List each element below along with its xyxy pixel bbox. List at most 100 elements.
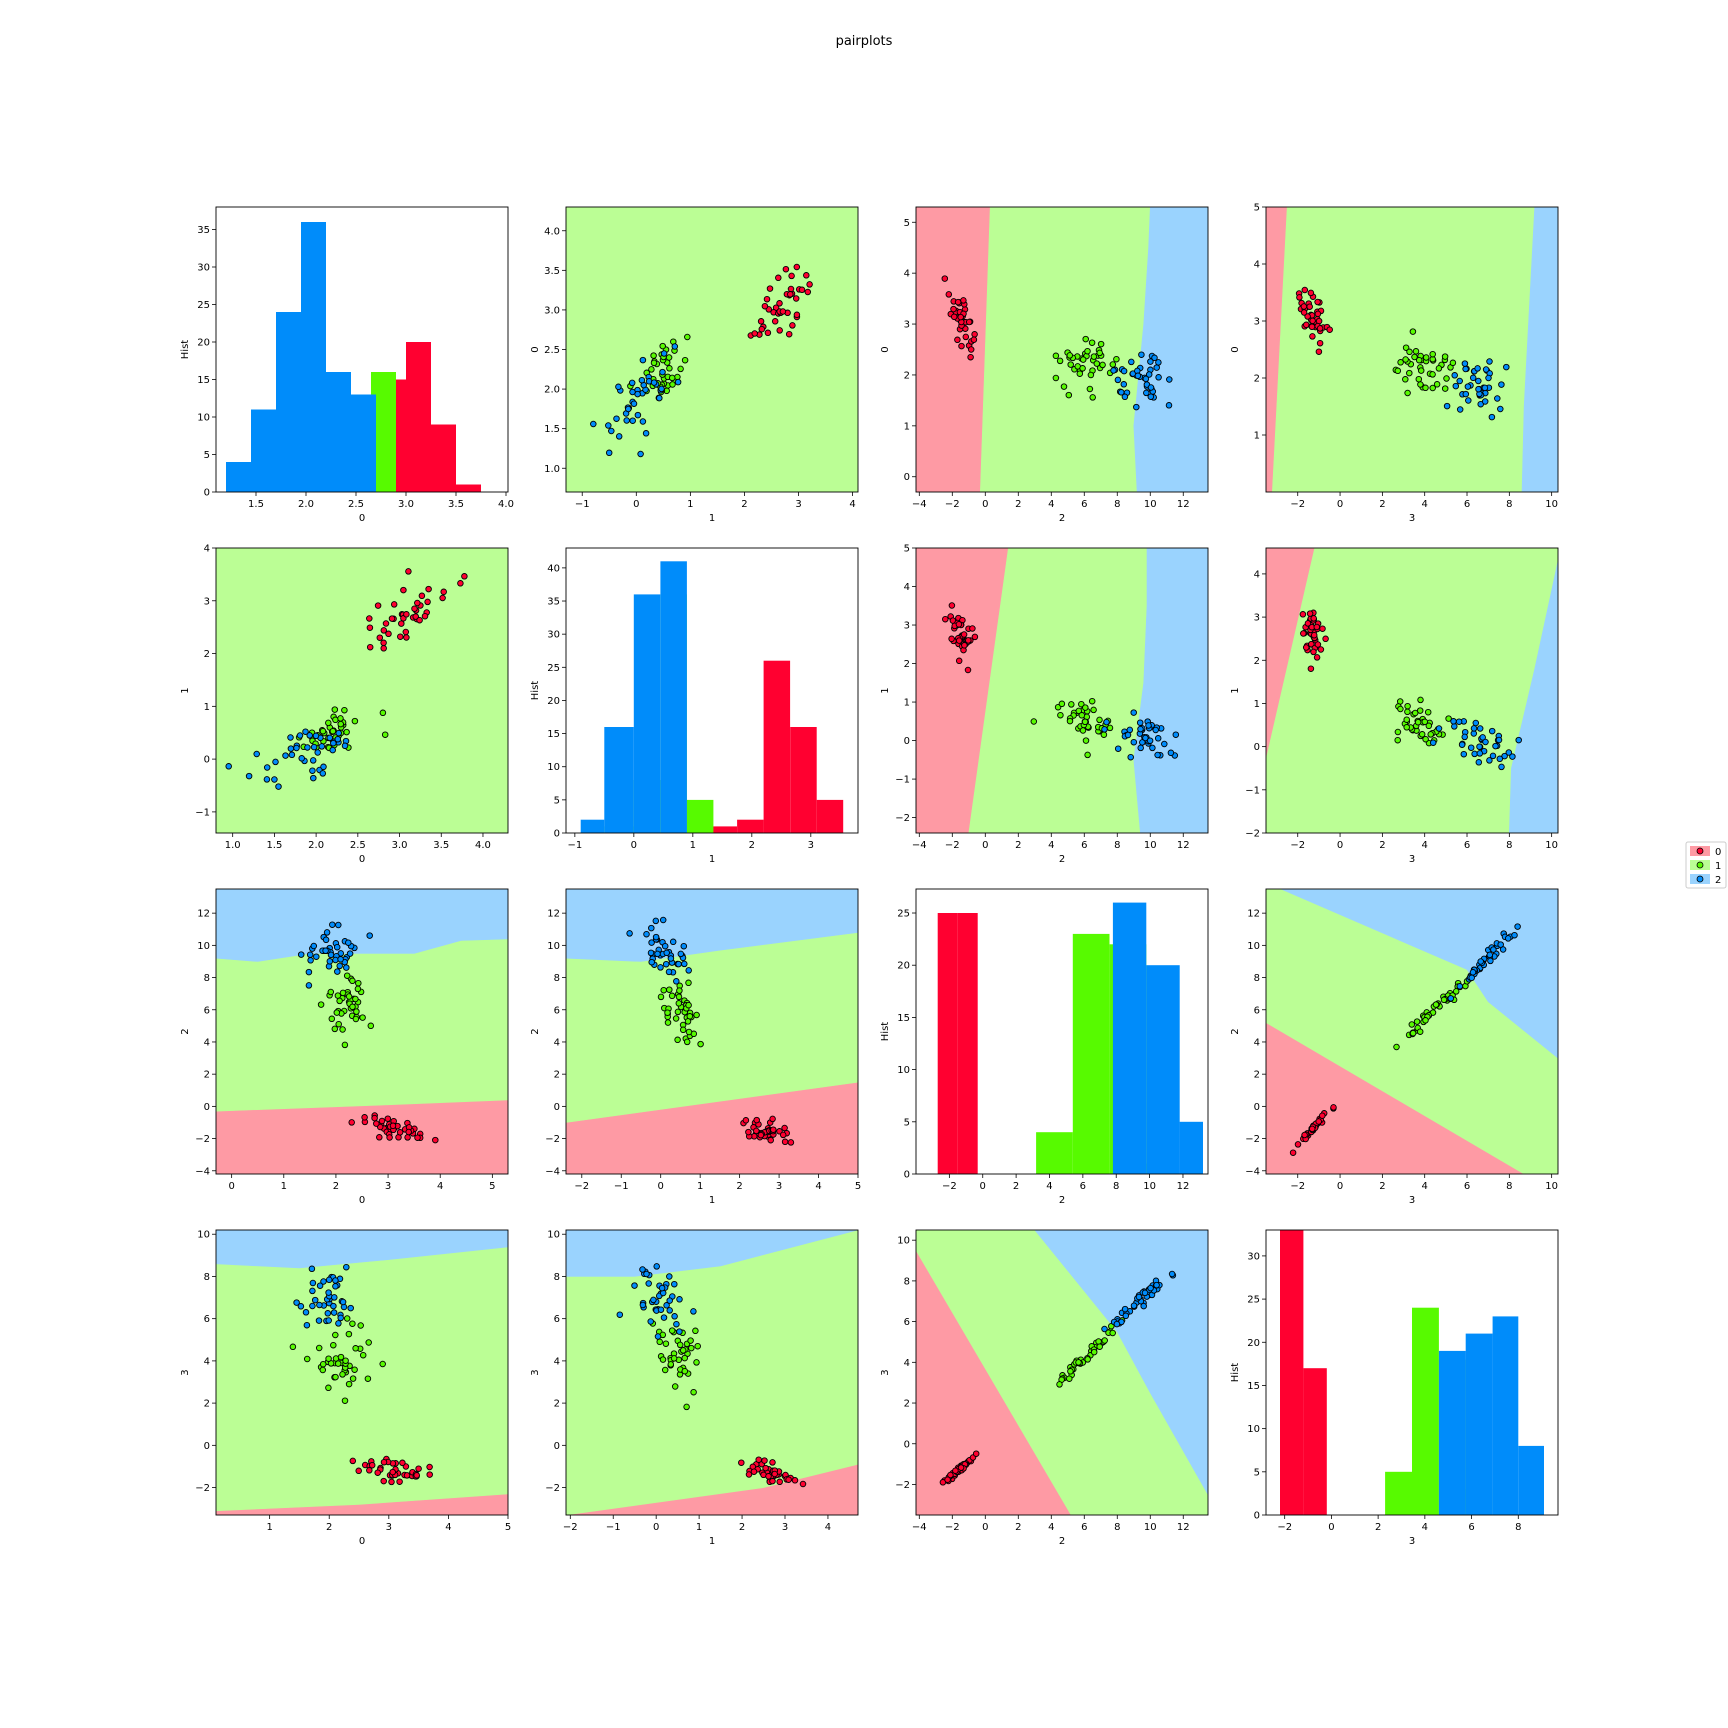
scatter-point-class-2 — [253, 750, 260, 758]
decision-region-2 — [1508, 560, 1558, 833]
scatter-point-class-1 — [339, 1026, 346, 1033]
scatter-point-class-1 — [355, 979, 362, 987]
scatter-point-class-2 — [650, 1296, 657, 1304]
scatter-point-class-0 — [374, 602, 382, 609]
scatter-point-class-0 — [971, 633, 979, 641]
scatter-point-class-2 — [1128, 358, 1135, 366]
y-tick-label: −2 — [895, 1480, 910, 1491]
y-tick-label: 4 — [904, 582, 910, 593]
scatter-point-class-2 — [1487, 957, 1494, 965]
scatter-point-class-1 — [1067, 361, 1074, 368]
scatter-point-class-1 — [1066, 717, 1074, 725]
scatter-point-class-1 — [1052, 352, 1060, 360]
scatter-point-class-0 — [390, 601, 398, 608]
scatter-point-class-0 — [405, 568, 412, 575]
scatter-point-class-2 — [631, 1282, 638, 1289]
scatter-point-class-0 — [947, 1471, 954, 1479]
scatter-point-class-2 — [1142, 734, 1149, 742]
scatter-point-class-2 — [666, 1273, 673, 1280]
scatter-point-class-0 — [388, 1478, 395, 1486]
scatter-point-class-2 — [1465, 397, 1472, 404]
y-tick-label: 10 — [547, 941, 560, 952]
scatter-point-class-0 — [787, 285, 795, 293]
scatter-point-class-2 — [1481, 398, 1489, 405]
scatter-point-class-1 — [692, 1327, 699, 1335]
x-tick-label: 4 — [1048, 499, 1054, 510]
scatter-point-class-1 — [1030, 718, 1038, 725]
hist-bar-class-2 — [633, 594, 661, 833]
scatter-point-class-1 — [650, 352, 657, 359]
y-tick-label: 10 — [197, 1230, 210, 1241]
x-tick-label: 2 — [736, 1181, 742, 1192]
hist-bar-class-0 — [937, 913, 958, 1174]
scatter-point-class-2 — [638, 376, 646, 384]
scatter-point-class-1 — [1413, 1018, 1421, 1025]
scatter-point-class-2 — [623, 417, 630, 424]
scatter-point-class-1 — [319, 727, 327, 735]
scatter-point-class-2 — [1498, 381, 1505, 388]
scatter-point-class-2 — [661, 942, 669, 950]
scatter-point-class-1 — [334, 992, 342, 999]
scatter-point-class-1 — [1432, 1001, 1440, 1008]
decision-region-2 — [1133, 548, 1208, 833]
scatter-point-class-2 — [325, 1289, 332, 1296]
y-tick-label: −2 — [1245, 829, 1260, 840]
x-tick-label: 6 — [1464, 1181, 1470, 1192]
scatter-point-class-1 — [1089, 394, 1096, 401]
axes-frame — [1265, 1229, 1559, 1516]
scatter-point-class-0 — [412, 613, 419, 620]
scatter-point-class-2 — [1472, 719, 1480, 727]
scatter-point-class-1 — [1402, 356, 1409, 363]
x-tick-label: −1 — [606, 1522, 621, 1533]
scatter-point-class-0 — [366, 643, 374, 651]
scatter-point-class-2 — [1443, 402, 1451, 410]
scatter-point-class-0 — [374, 1469, 381, 1476]
scatter-point-class-2 — [345, 939, 352, 946]
x-tick-label: 2 — [749, 840, 755, 851]
scatter-point-class-0 — [803, 272, 810, 279]
scatter-point-class-1 — [681, 1367, 689, 1375]
scatter-point-class-1 — [1408, 1021, 1416, 1028]
y-tick-label: 1.5 — [544, 424, 560, 435]
scatter-point-class-2 — [673, 1320, 680, 1328]
scatter-point-class-2 — [330, 1302, 337, 1310]
scatter-point-class-1 — [334, 1360, 342, 1367]
x-tick-label: 8 — [1114, 1522, 1120, 1533]
y-tick-label: 1 — [1254, 431, 1260, 442]
scatter-point-class-0 — [384, 1115, 392, 1122]
scatter-point-class-1 — [331, 1025, 339, 1033]
hist-bar-class-2 — [1179, 1121, 1203, 1174]
y-axis-label: 1 — [880, 687, 891, 693]
scatter-point-class-1 — [1075, 1359, 1082, 1366]
scatter-point-class-1 — [685, 1001, 692, 1009]
scatter-point-class-1 — [669, 381, 676, 388]
scatter-point-class-0 — [432, 1136, 439, 1144]
scatter-point-class-1 — [1440, 996, 1448, 1004]
x-tick-label: 5 — [489, 1181, 495, 1192]
scatter-point-class-1 — [664, 1009, 671, 1016]
scatter-point-class-2 — [663, 949, 670, 957]
scatter-point-class-1 — [327, 988, 335, 996]
scatter-point-class-1 — [345, 993, 353, 1000]
scatter-point-class-2 — [293, 1299, 300, 1306]
x-tick-label: 1.5 — [248, 499, 264, 510]
x-tick-label: 6 — [1464, 499, 1470, 510]
scatter-point-class-2 — [1509, 753, 1516, 760]
scatter-point-class-1 — [1084, 347, 1091, 355]
scatter-point-class-2 — [1474, 365, 1481, 372]
scatter-point-class-2 — [311, 1296, 319, 1304]
decision-region-0 — [916, 207, 991, 492]
x-tick-label: 2 — [1015, 1522, 1021, 1533]
scatter-point-class-2 — [320, 763, 327, 771]
y-tick-label: 5 — [904, 218, 910, 229]
scatter-point-class-2 — [330, 739, 337, 747]
y-tick-label: 2 — [204, 1070, 210, 1081]
scatter-point-class-2 — [645, 1280, 652, 1287]
scatter-point-class-2 — [225, 763, 232, 770]
scatter-point-class-2 — [1101, 1325, 1108, 1333]
scatter-point-class-0 — [396, 1129, 404, 1136]
scatter-point-class-2 — [1147, 393, 1155, 400]
scatter-point-class-0 — [767, 1136, 774, 1144]
scatter-point-class-1 — [670, 1355, 678, 1362]
